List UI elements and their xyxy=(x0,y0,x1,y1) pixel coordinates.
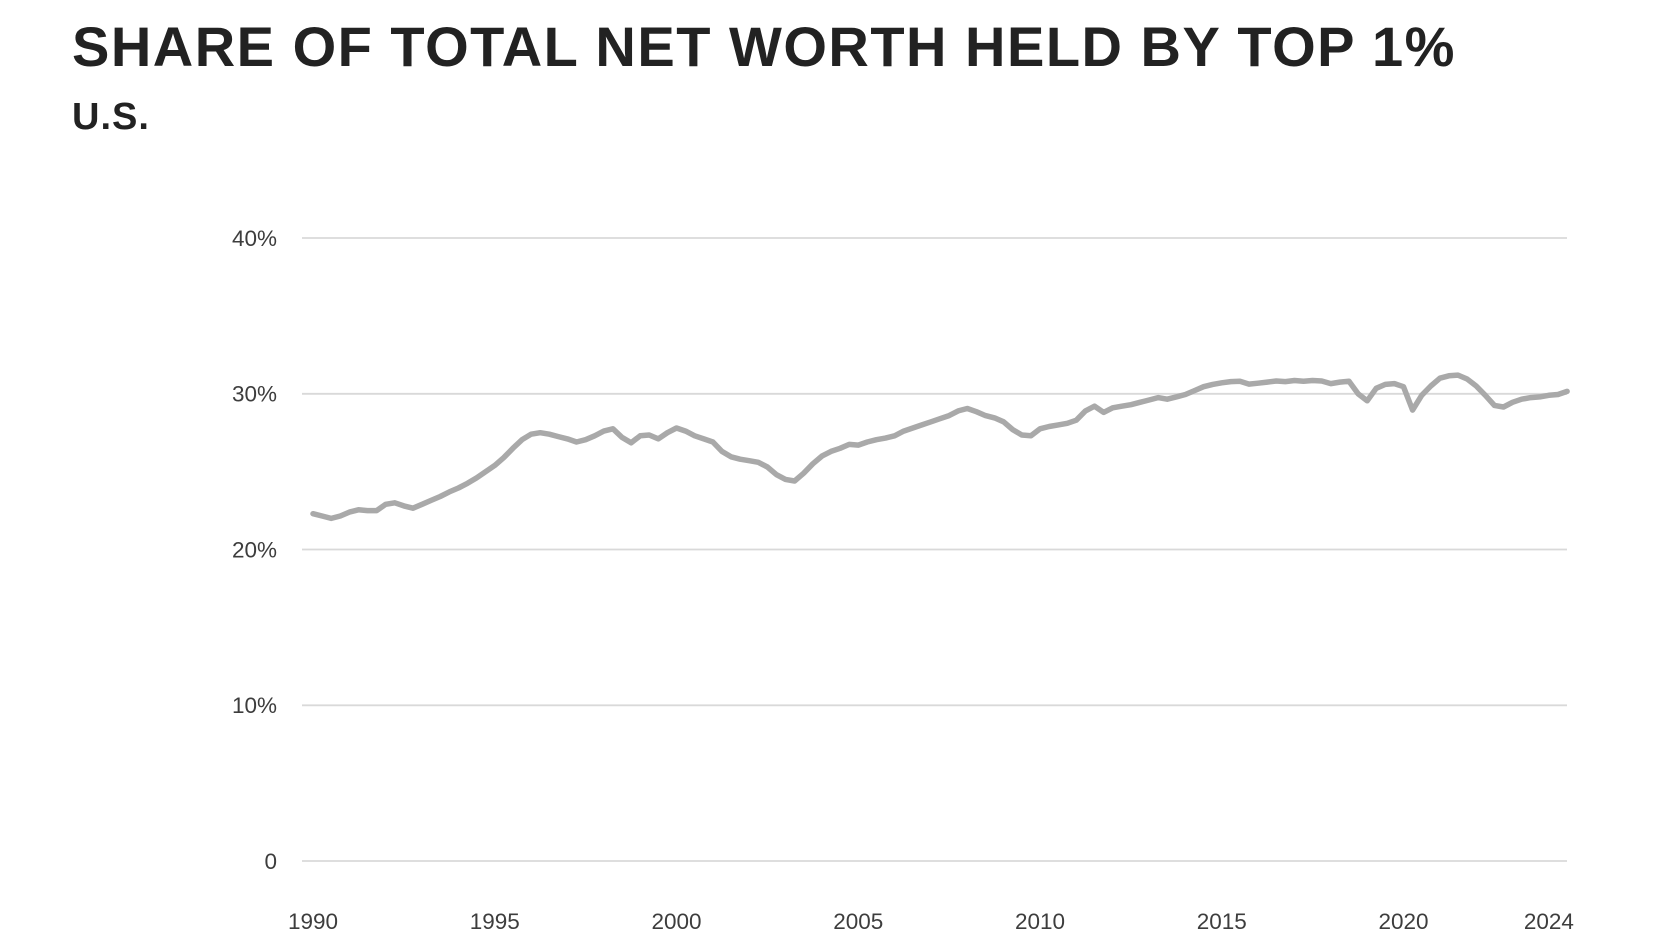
x-tick-label: 2000 xyxy=(651,909,701,934)
x-tick-label: 1990 xyxy=(288,909,338,934)
x-tick-label: 2024 xyxy=(1524,909,1574,934)
y-tick-label: 0 xyxy=(264,849,277,874)
chart-subtitle: U.S. xyxy=(72,96,150,138)
y-axis-labels: 0 10% 20% 30% 40% xyxy=(232,226,277,874)
x-tick-label: 2005 xyxy=(833,909,883,934)
net-worth-share-line xyxy=(310,372,1570,522)
y-tick-label: 10% xyxy=(232,693,277,718)
x-tick-label: 1995 xyxy=(470,909,520,934)
series-layer xyxy=(310,372,1570,522)
y-tick-label: 40% xyxy=(232,226,277,251)
x-axis-labels: 1990 1995 2000 2005 2010 2015 2020 2024 xyxy=(288,909,1574,934)
gridlines xyxy=(302,237,1567,862)
chart-title: SHARE OF TOTAL NET WORTH HELD BY TOP 1% xyxy=(72,15,1456,78)
x-tick-label: 2010 xyxy=(1015,909,1065,934)
x-tick-label: 2015 xyxy=(1197,909,1247,934)
x-tick-label: 2020 xyxy=(1378,909,1428,934)
y-tick-label: 20% xyxy=(232,537,277,562)
y-tick-label: 30% xyxy=(232,382,277,407)
